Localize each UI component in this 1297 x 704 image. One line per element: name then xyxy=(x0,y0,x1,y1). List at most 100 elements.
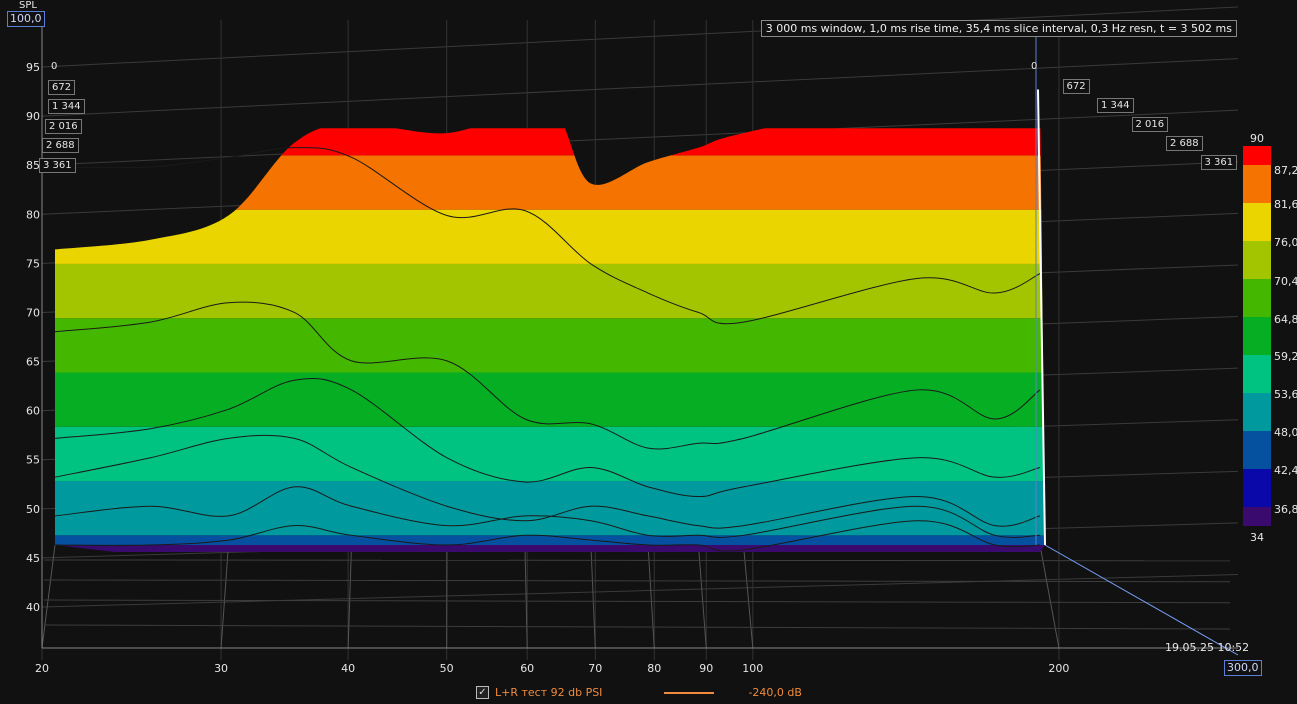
legend-checkbox[interactable]: ✓ xyxy=(476,686,489,699)
y-axis-max-input[interactable]: 100,0 xyxy=(7,11,45,27)
x-tick-label: 80 xyxy=(647,662,661,675)
time-tick-label-right: 3 361 xyxy=(1200,155,1238,170)
time-tick-label-left: 0 xyxy=(51,61,58,72)
bottom-fringe xyxy=(55,545,1045,552)
colorbar-label: 90 xyxy=(1250,132,1264,145)
time-tick-label-right: 2 016 xyxy=(1131,117,1169,132)
y-axis-label: SPL xyxy=(19,0,37,11)
colorbar-segment xyxy=(1243,279,1271,317)
floor-line xyxy=(1039,544,1060,649)
floor-line xyxy=(220,544,229,649)
waterfall-slice xyxy=(54,520,1041,552)
y-tick-label: 70 xyxy=(26,306,40,319)
color-band xyxy=(55,372,1045,427)
y-tick-label: 90 xyxy=(26,110,40,123)
floor-line xyxy=(347,544,353,649)
time-tick-label-left: 672 xyxy=(48,79,76,95)
time-tick-label-left: 1 344 xyxy=(48,99,85,114)
waterfall-slice xyxy=(54,434,1041,529)
x-tick-label: 40 xyxy=(341,662,355,675)
waterfall-slice-lines xyxy=(54,147,1041,552)
colorbar-segment xyxy=(1243,146,1271,165)
colorbar-label: 64,8 xyxy=(1274,313,1297,326)
floor-grid-line xyxy=(43,624,1231,630)
floor-grid-line xyxy=(43,559,1231,562)
x-tick-label: 200 xyxy=(1048,662,1069,675)
y-tick-label: 60 xyxy=(26,405,40,418)
colorbar-label: 48,0 xyxy=(1274,426,1297,439)
color-band xyxy=(55,426,1045,482)
colorbar-segment xyxy=(1243,393,1271,431)
floor-line xyxy=(590,544,596,649)
color-band xyxy=(55,535,1045,545)
color-bands xyxy=(55,128,1045,644)
time-tick-label-left: 2 688 xyxy=(42,138,79,153)
floor-line xyxy=(697,544,707,649)
x-axis-max-input[interactable]: 300,0 xyxy=(1224,660,1262,676)
colorbar-label: 59,2 xyxy=(1274,350,1297,363)
colorbar-label: 87,2 xyxy=(1274,164,1297,177)
x-tick-label: 70 xyxy=(588,662,602,675)
floor-line xyxy=(524,544,528,649)
time-tick-label-right: 672 xyxy=(1062,79,1090,94)
colorbar-label: 81,6 xyxy=(1274,198,1297,211)
colorbar-segment xyxy=(1243,165,1271,203)
colorbar-segment xyxy=(1243,431,1271,469)
y-tick-label: 80 xyxy=(26,208,40,221)
colorbar-segment xyxy=(1243,469,1271,507)
floor-grid-line xyxy=(43,599,1231,604)
waterfall-surface xyxy=(55,89,1046,644)
colorbar-segment xyxy=(1243,317,1271,355)
x-tick-label: 50 xyxy=(440,662,454,675)
waterfall-slice xyxy=(54,377,1041,498)
x-tick-label: 90 xyxy=(699,662,713,675)
x-tick-label: 20 xyxy=(35,662,49,675)
y-tick-label: 50 xyxy=(26,503,40,516)
color-band xyxy=(55,155,1045,210)
y-tick-label: 75 xyxy=(26,257,40,270)
floor-line xyxy=(742,544,754,649)
y-tick-label: 65 xyxy=(26,356,40,369)
colorbar-label: 34 xyxy=(1250,531,1264,544)
colorbar-segment xyxy=(1243,507,1271,526)
grid-line-y xyxy=(41,6,1239,68)
floor-line xyxy=(647,544,655,649)
waterfall-slice xyxy=(54,486,1041,538)
x-tick-label: 60 xyxy=(520,662,534,675)
time-axis-line xyxy=(1044,544,1239,656)
front-edge-line xyxy=(1037,89,1046,546)
waterfall-slice xyxy=(54,147,1041,325)
time-tick-label-right: 0 xyxy=(1031,61,1038,72)
colorbar-label: 36,8 xyxy=(1274,503,1297,516)
floor-line xyxy=(41,544,56,649)
colorbar-label: 70,4 xyxy=(1274,275,1297,288)
color-band xyxy=(55,209,1045,264)
x-tick-label: 30 xyxy=(214,662,228,675)
colorbar-segment xyxy=(1243,203,1271,241)
legend-swatch xyxy=(664,691,715,694)
y-tick-label: 45 xyxy=(26,552,40,565)
color-band xyxy=(55,263,1045,319)
y-tick-label: 55 xyxy=(26,454,40,467)
grid-line-y xyxy=(41,574,1239,608)
color-band xyxy=(55,590,1045,644)
color-band xyxy=(55,128,1045,156)
colorbar-label: 42,4 xyxy=(1274,464,1297,477)
color-band xyxy=(55,481,1045,536)
time-tick-label-right: 1 344 xyxy=(1097,98,1134,113)
colorbar: 90 87,2 81,6 76,0 70,4 64,8 59,2 53,6 48,0 42,4 36… xyxy=(1243,132,1297,544)
time-tick-label-left: 3 361 xyxy=(39,157,76,173)
color-band xyxy=(55,318,1045,373)
timestamp: 19.05.25 10:52 xyxy=(1165,641,1250,654)
time-tick-label-right: 2 688 xyxy=(1166,136,1203,151)
y-tick-label: 95 xyxy=(26,61,40,74)
plot-axes: 95 90 85 80 75 70 65 60 55 50 45 40 20 30 40 50 60 70 80 90… xyxy=(26,20,1239,675)
legend-value: -240,0 dB xyxy=(748,686,802,699)
chart-title: 3 000 ms window, 1,0 ms rise time, 35,4 … xyxy=(760,20,1237,37)
floor-grid-line xyxy=(43,579,1231,583)
x-tick-label: 100 xyxy=(742,662,763,675)
legend-series-name[interactable]: L+R тест 92 db PSI xyxy=(495,686,603,699)
colorbar-label: 76,0 xyxy=(1274,236,1297,249)
grid-line-y xyxy=(41,58,1239,117)
